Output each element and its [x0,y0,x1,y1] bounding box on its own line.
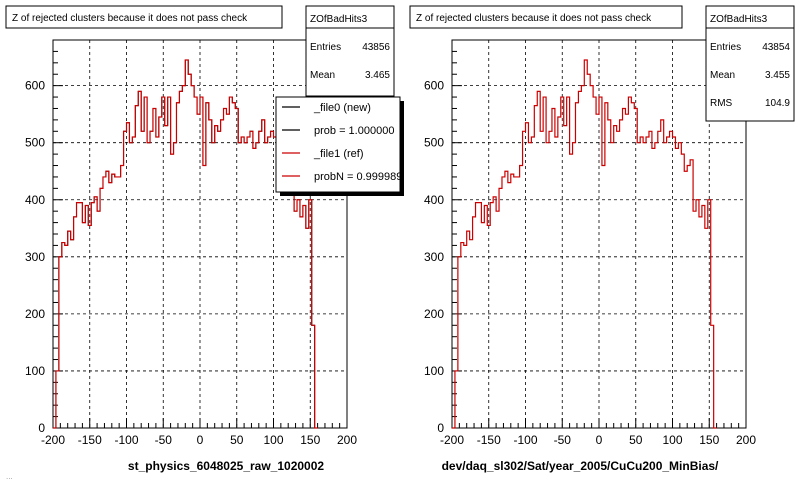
stats-label: Entries [310,42,341,53]
stats-box [705,5,795,122]
stats-value: 3.455 [765,70,790,81]
chart-panel-1: -200 -150 -100 -50 0 50 100 150 200 0 100 200 300 400… [5,5,404,473]
stats-box [305,5,395,97]
x-tick-label: 100 [263,433,283,447]
x-tick-label: 150 [699,433,719,447]
x-tick-label: -200 [440,433,464,447]
x-tick-label: -50 [554,433,572,447]
y-tick-label: 500 [424,136,444,150]
stats-value: 43854 [762,42,790,53]
x-tick-label: 0 [596,433,603,447]
x-tick-label: -150 [78,433,102,447]
x-axis-label: st_physics_6048025_raw_1020002 [128,459,324,473]
x-tick-label: -150 [477,433,501,447]
x-tick-label: 50 [629,433,643,447]
y-tick-label: 100 [25,364,45,378]
stats-value: 3.465 [365,70,390,81]
x-tick-label: 0 [197,433,204,447]
stats-label: Mean [710,70,735,81]
x-tick-label: 200 [337,433,357,447]
y-tick-label: 200 [25,307,45,321]
footer-text: ... [6,472,13,480]
stats-value: 104.9 [765,98,790,109]
chart-title: Z of rejected clusters because it does n… [416,13,652,24]
title-box [5,5,283,29]
stats-label: RMS [710,98,733,109]
x-tick-label: 200 [736,433,756,447]
x-tick-label: -100 [114,433,138,447]
x-tick-label: -50 [155,433,173,447]
x-tick-label: -100 [513,433,537,447]
histogram-series-2 [53,59,318,429]
legend-entry: prob = 1.000000 [314,125,394,137]
histogram-series-1 [452,59,717,429]
chart-title: Z of rejected clusters because it does n… [12,13,248,24]
x-tick-label: 50 [230,433,244,447]
stats-name: ZOfBadHits3 [710,14,768,25]
y-tick-label: 400 [424,193,444,207]
stats-label: Entries [710,42,741,53]
chart-panel-2: -200 -150 -100 -50 0 50 100 150 200 0 100 200 300 400… [409,5,795,473]
stats-name: ZOfBadHits3 [310,14,368,25]
x-tick-label: 150 [300,433,320,447]
legend-entry: _file1 (ref) [313,148,364,160]
title-box [409,5,683,29]
y-tick-label: 0 [437,421,444,435]
y-tick-label: 600 [424,79,444,93]
legend-entry: probN = 0.999989 [314,171,402,183]
y-tick-label: 100 [424,364,444,378]
x-axis-label: dev/daq_sl302/Sat/year_2005/CuCu200_MinB… [442,459,719,473]
x-tick-label: 100 [662,433,682,447]
y-tick-label: 500 [25,136,45,150]
y-tick-label: 0 [38,421,45,435]
y-tick-label: 600 [25,79,45,93]
legend-entry: _file0 (new) [313,102,371,114]
y-tick-label: 200 [424,307,444,321]
y-tick-label: 300 [424,250,444,264]
stats-label: Mean [310,70,335,81]
y-tick-label: 300 [25,250,45,264]
y-tick-label: 400 [25,193,45,207]
stats-value: 43856 [362,42,390,53]
x-tick-label: -200 [41,433,65,447]
